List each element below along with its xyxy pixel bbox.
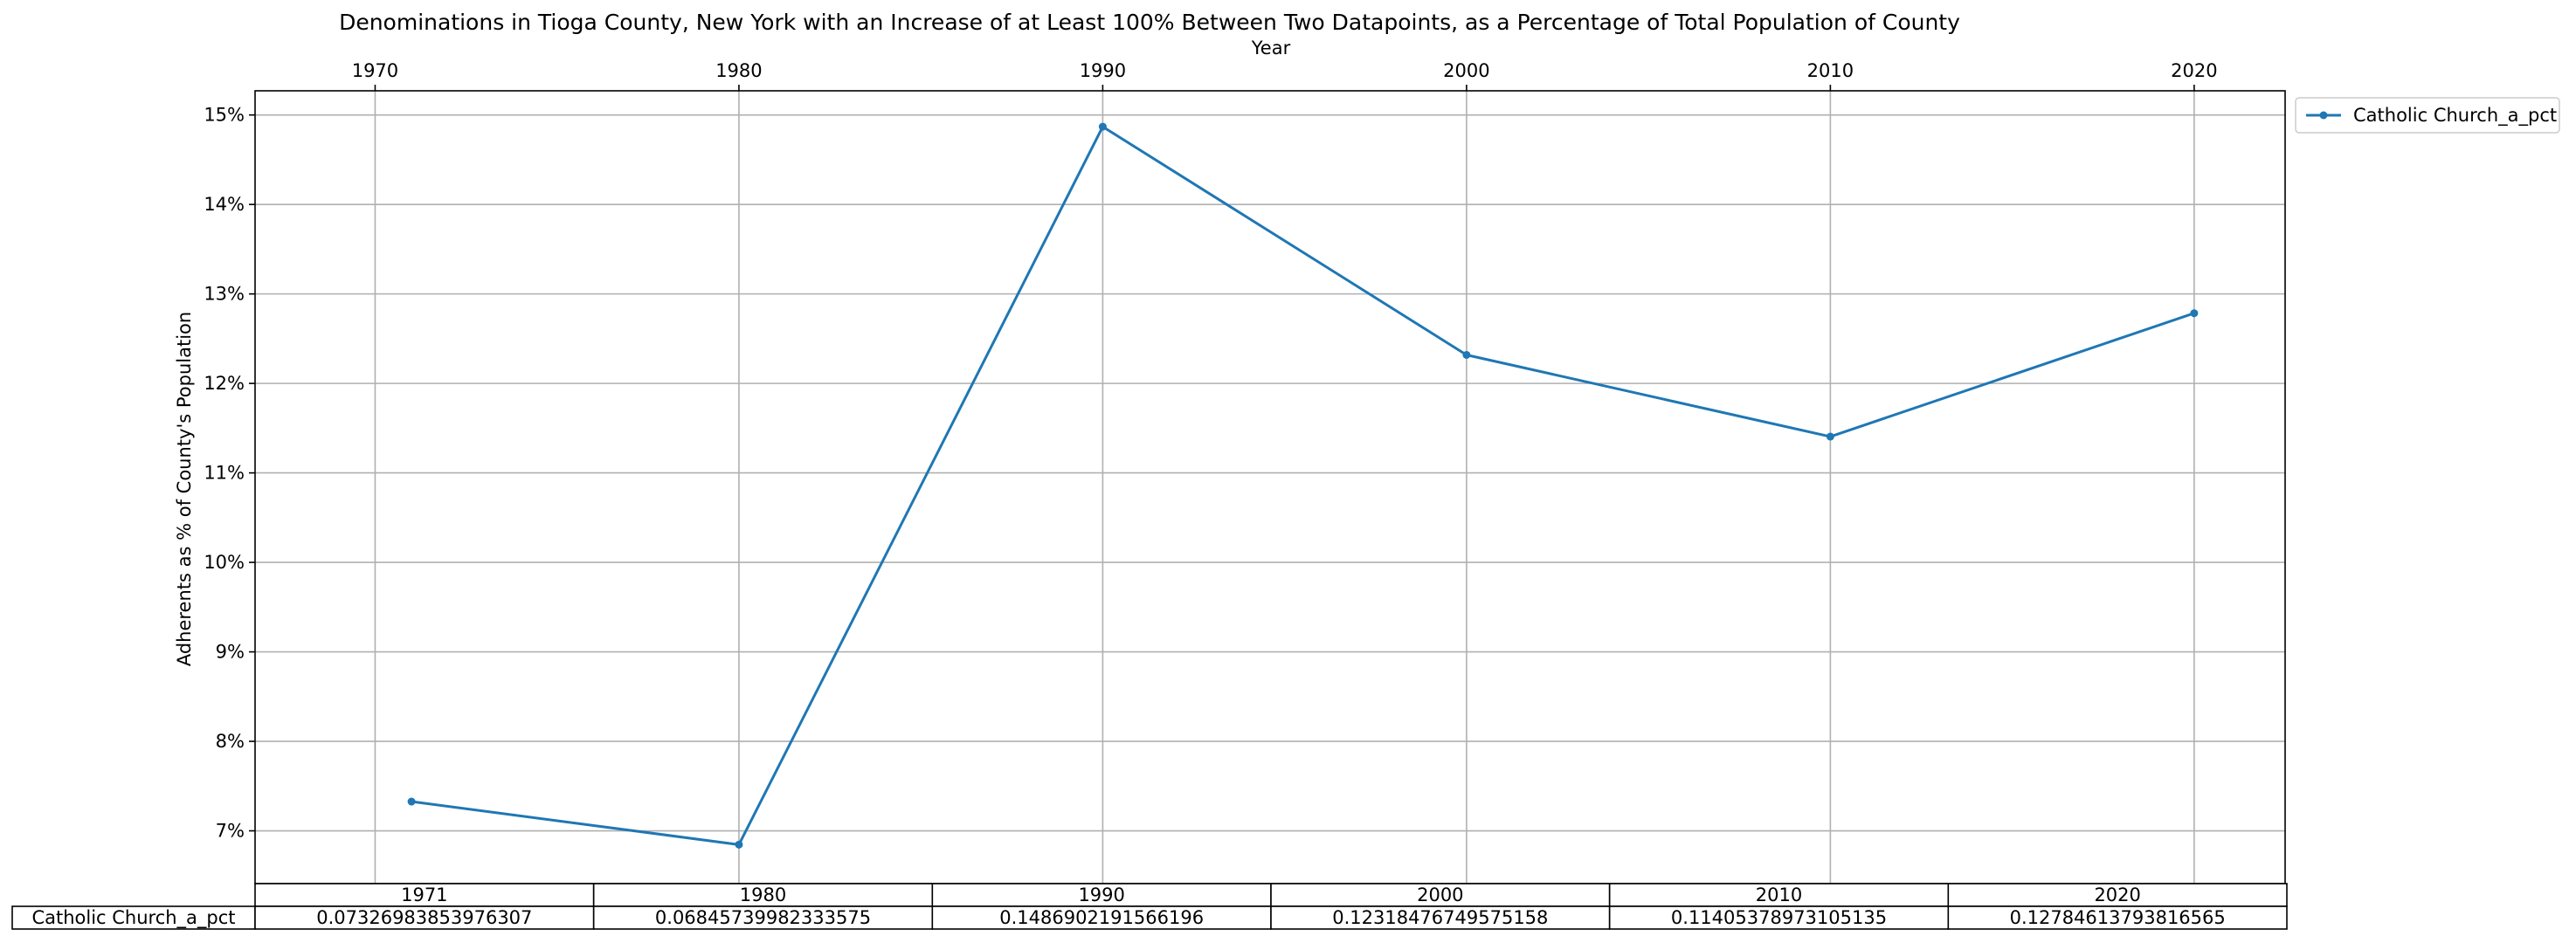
legend-marker-swatch [2319,111,2328,120]
x-tick-label: 2000 [1443,60,1489,81]
table-row-label-cell [11,905,256,930]
x-tick-label: 1980 [715,60,762,81]
y-tick-label: 9% [216,642,245,663]
table-cell [1270,905,1611,930]
x-axis-label: Year [1251,38,1291,59]
data-point [1826,432,1834,441]
data-point [2190,309,2199,318]
data-point [1462,350,1471,359]
table-column-header: 1980 [740,884,786,905]
y-axis-label: Adherents as % of County's Population [174,312,195,666]
y-tick-label: 12% [204,373,245,394]
table-column-header: 2020 [2094,884,2140,905]
y-tick-label: 11% [204,463,245,484]
table-header-cell [1608,883,1950,907]
data-point [407,797,416,806]
table-cell-value: 0.06845739982333575 [655,907,871,928]
table-header-cell [592,883,934,907]
table-cell-value: 0.12784613793816565 [2010,907,2226,928]
legend-box [2295,97,2560,134]
table-cell [592,905,934,930]
table-column-header: 2010 [1756,884,1802,905]
table-column-header: 1990 [1078,884,1124,905]
x-tick-label: 2020 [2171,60,2217,81]
table-row-label: Catholic Church_a_pct [31,907,235,929]
data-point [735,840,743,849]
legend-label: Catholic Church_a_pct [2353,105,2557,127]
table-cell [1608,905,1950,930]
table-cell [254,905,595,930]
table-column-header: 1971 [401,884,447,905]
table-cell-value: 0.12318476749575158 [1332,907,1548,928]
table-column-header: 2000 [1417,884,1463,905]
y-tick-label: 7% [216,821,245,842]
axes: 1970 1980 1990 2000 2010 2020 7% 8% 9% 10% 11% 12% 1… [204,60,2286,884]
table-cell-value: 0.07326983853976307 [316,907,532,928]
series-line [411,125,2195,846]
plot-frame [254,90,2286,884]
x-tick-label: 1970 [352,60,398,81]
series-layer [407,122,2199,849]
x-tick-label: 2010 [1807,60,1854,81]
data-point [1098,122,1107,131]
y-tick-label: 10% [204,552,245,573]
table-cell [1947,905,2288,930]
legend: Catholic Church_a_pct [2295,97,2560,134]
y-tick-label: 8% [216,731,245,752]
data-table: 1971 1980 1990 2000 2010 2020 Catholic Church_… [11,883,2288,930]
table-cell [931,905,1272,930]
y-tick-label: 13% [204,284,245,305]
chart-title: Denominations in Tioga County, New York … [339,10,1960,35]
table-cell-value: 0.11405378973105135 [1671,907,1887,928]
y-tick-label: 14% [204,194,245,215]
table-header-cell [254,883,595,907]
x-tick-label: 1990 [1080,60,1126,81]
grid [255,91,2285,884]
y-tick-label: 15% [204,105,245,126]
table-cell-value: 0.1486902191566196 [999,907,1204,928]
